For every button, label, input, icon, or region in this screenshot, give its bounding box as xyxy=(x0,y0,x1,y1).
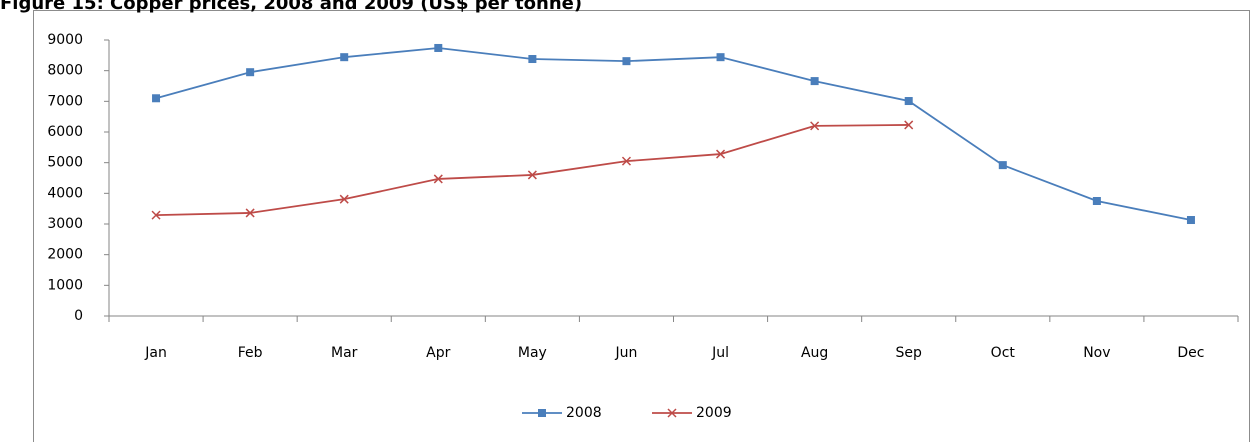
y-tick-label: 9000 xyxy=(47,32,83,48)
chart-title: Figure 15: Copper prices, 2008 and 2009 … xyxy=(0,0,582,14)
marker xyxy=(904,97,913,106)
marker xyxy=(538,409,546,417)
marker xyxy=(904,120,914,130)
marker xyxy=(340,53,349,62)
x-tick-label: Mar xyxy=(331,345,358,361)
marker xyxy=(622,57,631,66)
y-tick-label: 5000 xyxy=(47,155,83,171)
marker xyxy=(151,210,161,220)
marker xyxy=(1092,197,1101,205)
legend-label: 2009 xyxy=(696,405,732,421)
x-tick-label: Jul xyxy=(711,345,729,361)
marker xyxy=(998,161,1007,170)
marker xyxy=(528,55,537,64)
x-tick-label: Apr xyxy=(426,345,450,361)
marker xyxy=(716,53,725,62)
x-tick-label: Sep xyxy=(896,345,923,361)
y-tick-label: 1000 xyxy=(47,277,83,293)
x-tick-label: Dec xyxy=(1177,345,1204,361)
marker xyxy=(339,194,349,204)
marker xyxy=(527,170,537,180)
marker xyxy=(245,208,255,218)
marker xyxy=(433,174,443,184)
marker xyxy=(621,156,631,166)
marker xyxy=(152,94,161,103)
x-tick-label: Nov xyxy=(1083,345,1110,361)
x-tick-label: Oct xyxy=(991,345,1016,361)
x-tick-label: Jan xyxy=(144,345,167,361)
x-tick-label: Feb xyxy=(238,345,263,361)
marker xyxy=(810,77,819,86)
line xyxy=(155,47,1192,221)
marker xyxy=(434,43,443,52)
legend-label: 2008 xyxy=(566,405,602,421)
x-tick-label: Aug xyxy=(801,345,828,361)
y-tick-label: 8000 xyxy=(47,63,83,79)
y-tick-label: 0 xyxy=(74,308,83,324)
line xyxy=(156,124,909,217)
marker xyxy=(810,121,820,131)
x-tick-label: May xyxy=(518,345,547,361)
chart-frame xyxy=(33,10,1250,442)
y-tick-label: 3000 xyxy=(47,216,83,232)
x-tick-label: Jun xyxy=(615,345,638,361)
marker xyxy=(716,149,726,159)
y-tick-label: 2000 xyxy=(47,247,83,263)
y-tick-label: 4000 xyxy=(47,185,83,201)
marker xyxy=(1186,216,1195,225)
marker xyxy=(667,408,677,418)
y-tick-label: 6000 xyxy=(47,124,83,140)
y-tick-label: 7000 xyxy=(47,93,83,109)
marker xyxy=(246,68,255,77)
